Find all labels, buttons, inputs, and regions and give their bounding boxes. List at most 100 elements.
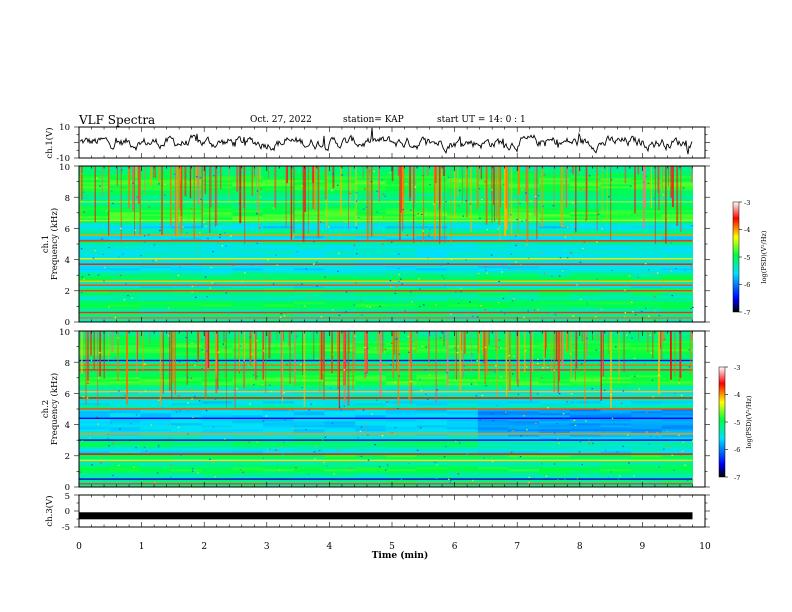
spectrogram-cell bbox=[661, 389, 693, 392]
spectrogram-cell bbox=[79, 419, 111, 422]
spectrogram-cell bbox=[232, 379, 264, 382]
spectrogram-cell bbox=[477, 272, 509, 275]
spectrogram-cell bbox=[140, 399, 172, 402]
spectrogram-cell bbox=[171, 387, 203, 390]
sferic-streak bbox=[180, 166, 183, 217]
spectrogram-cell bbox=[416, 296, 448, 299]
spectrogram-cell bbox=[293, 479, 325, 482]
sferic-streak bbox=[536, 166, 538, 240]
spectrogram-cell bbox=[385, 435, 417, 438]
spectrogram-speckle bbox=[460, 291, 462, 293]
spectrogram-cell bbox=[508, 238, 540, 241]
spectrogram-cell bbox=[631, 186, 663, 189]
spectrogram-cell bbox=[232, 314, 264, 317]
spectrogram-cell bbox=[539, 270, 571, 273]
spectrogram-cell bbox=[109, 186, 141, 189]
spectrogram-speckle bbox=[222, 343, 224, 345]
spectrogram-speckle bbox=[310, 403, 312, 405]
spectrogram-cell bbox=[263, 367, 295, 370]
spectrogram-speckle bbox=[445, 201, 447, 203]
spectrogram-cell bbox=[140, 244, 172, 247]
spectrogram-cell bbox=[232, 449, 264, 452]
spectrogram-cell bbox=[324, 485, 356, 488]
spectrogram-speckle bbox=[512, 298, 515, 300]
sferic-streak bbox=[461, 166, 463, 204]
spectrogram-cell bbox=[447, 198, 479, 201]
spectrogram-cell bbox=[477, 224, 509, 227]
spectrogram-cell bbox=[416, 449, 448, 452]
spectrogram-cell bbox=[477, 415, 509, 418]
spectrogram-cell bbox=[293, 477, 325, 480]
spectrogram-speckle bbox=[269, 448, 271, 451]
ch1-colorbar bbox=[732, 201, 740, 313]
spectrogram-cell bbox=[385, 288, 417, 291]
spectrogram-cell bbox=[171, 230, 203, 233]
spectrogram-cell bbox=[539, 435, 571, 438]
spectrogram-cell bbox=[79, 260, 111, 263]
spectrogram-cell bbox=[201, 469, 233, 472]
spectrogram-cell bbox=[569, 475, 601, 478]
spectrogram-cell bbox=[631, 351, 663, 354]
spectrogram-cell bbox=[171, 278, 203, 281]
spectrogram-cell bbox=[109, 445, 141, 448]
spectrogram-cell bbox=[201, 300, 233, 303]
spectrogram-speckle bbox=[563, 226, 566, 228]
spectrogram-cell bbox=[324, 222, 356, 225]
spectrogram-cell bbox=[569, 405, 601, 408]
spectrogram-speckle bbox=[556, 423, 558, 425]
sferic-streak bbox=[456, 331, 457, 380]
spectrogram-cell bbox=[416, 264, 448, 267]
spectrogram-cell bbox=[140, 212, 172, 215]
spectrogram-cell bbox=[355, 383, 387, 386]
spectrogram-cell bbox=[140, 337, 172, 340]
spectrogram-speckle bbox=[112, 202, 114, 205]
spectrogram-cell bbox=[324, 461, 356, 464]
spectrogram-speckle bbox=[667, 445, 670, 448]
spectrogram-cell bbox=[569, 286, 601, 289]
spectrogram-speckle bbox=[450, 258, 453, 261]
spectrogram-cell bbox=[79, 236, 111, 239]
spectrogram-cell bbox=[416, 377, 448, 380]
spectrogram-cell bbox=[293, 306, 325, 309]
spectrogram-cell bbox=[140, 449, 172, 452]
spectrogram-cell bbox=[232, 214, 264, 217]
spectrogram-cell bbox=[171, 188, 203, 191]
spectrogram-speckle bbox=[268, 434, 270, 436]
spectrogram-cell bbox=[385, 361, 417, 364]
spectrogram-cell bbox=[569, 449, 601, 452]
spectrogram-cell bbox=[79, 377, 111, 380]
spectrogram-cell bbox=[508, 226, 540, 229]
spectrogram-cell bbox=[109, 355, 141, 358]
spectrogram-cell bbox=[569, 244, 601, 247]
spectrogram-cell bbox=[355, 256, 387, 259]
spectrogram-cell bbox=[355, 208, 387, 211]
spectrogram-cell bbox=[569, 256, 601, 259]
spectrogram-cell bbox=[508, 190, 540, 193]
ch1-spec-ytick-10: 10 bbox=[59, 163, 70, 173]
spectrogram-cell bbox=[171, 300, 203, 303]
spectrogram-cell bbox=[416, 385, 448, 388]
spectrogram-speckle bbox=[349, 192, 351, 195]
spectrogram-speckle bbox=[644, 263, 647, 265]
spectrogram-speckle bbox=[157, 399, 160, 401]
spectrogram-speckle bbox=[332, 353, 334, 355]
spectrogram-cell bbox=[416, 381, 448, 384]
spectrogram-cell bbox=[79, 304, 111, 307]
spectrogram-speckle bbox=[322, 222, 324, 224]
spectrogram-cell bbox=[569, 409, 601, 412]
spectrogram-cell bbox=[600, 449, 632, 452]
spectrogram-cell bbox=[631, 419, 663, 422]
spectrogram-speckle bbox=[466, 453, 468, 455]
spectrogram-cell bbox=[140, 282, 172, 285]
spectrogram-cell bbox=[385, 471, 417, 474]
spectrogram-cell bbox=[631, 465, 663, 468]
spectrogram-cell bbox=[416, 413, 448, 416]
spectrogram-cell bbox=[232, 427, 264, 430]
spectrogram-cell bbox=[201, 230, 233, 233]
ch1-ytick-bottom: -10 bbox=[56, 154, 70, 164]
spectrogram-cell bbox=[171, 218, 203, 221]
spectrogram-cell bbox=[385, 407, 417, 410]
spectrogram-cell bbox=[79, 381, 111, 384]
spectrogram-speckle bbox=[224, 232, 226, 234]
spectrogram-cell bbox=[661, 306, 693, 309]
